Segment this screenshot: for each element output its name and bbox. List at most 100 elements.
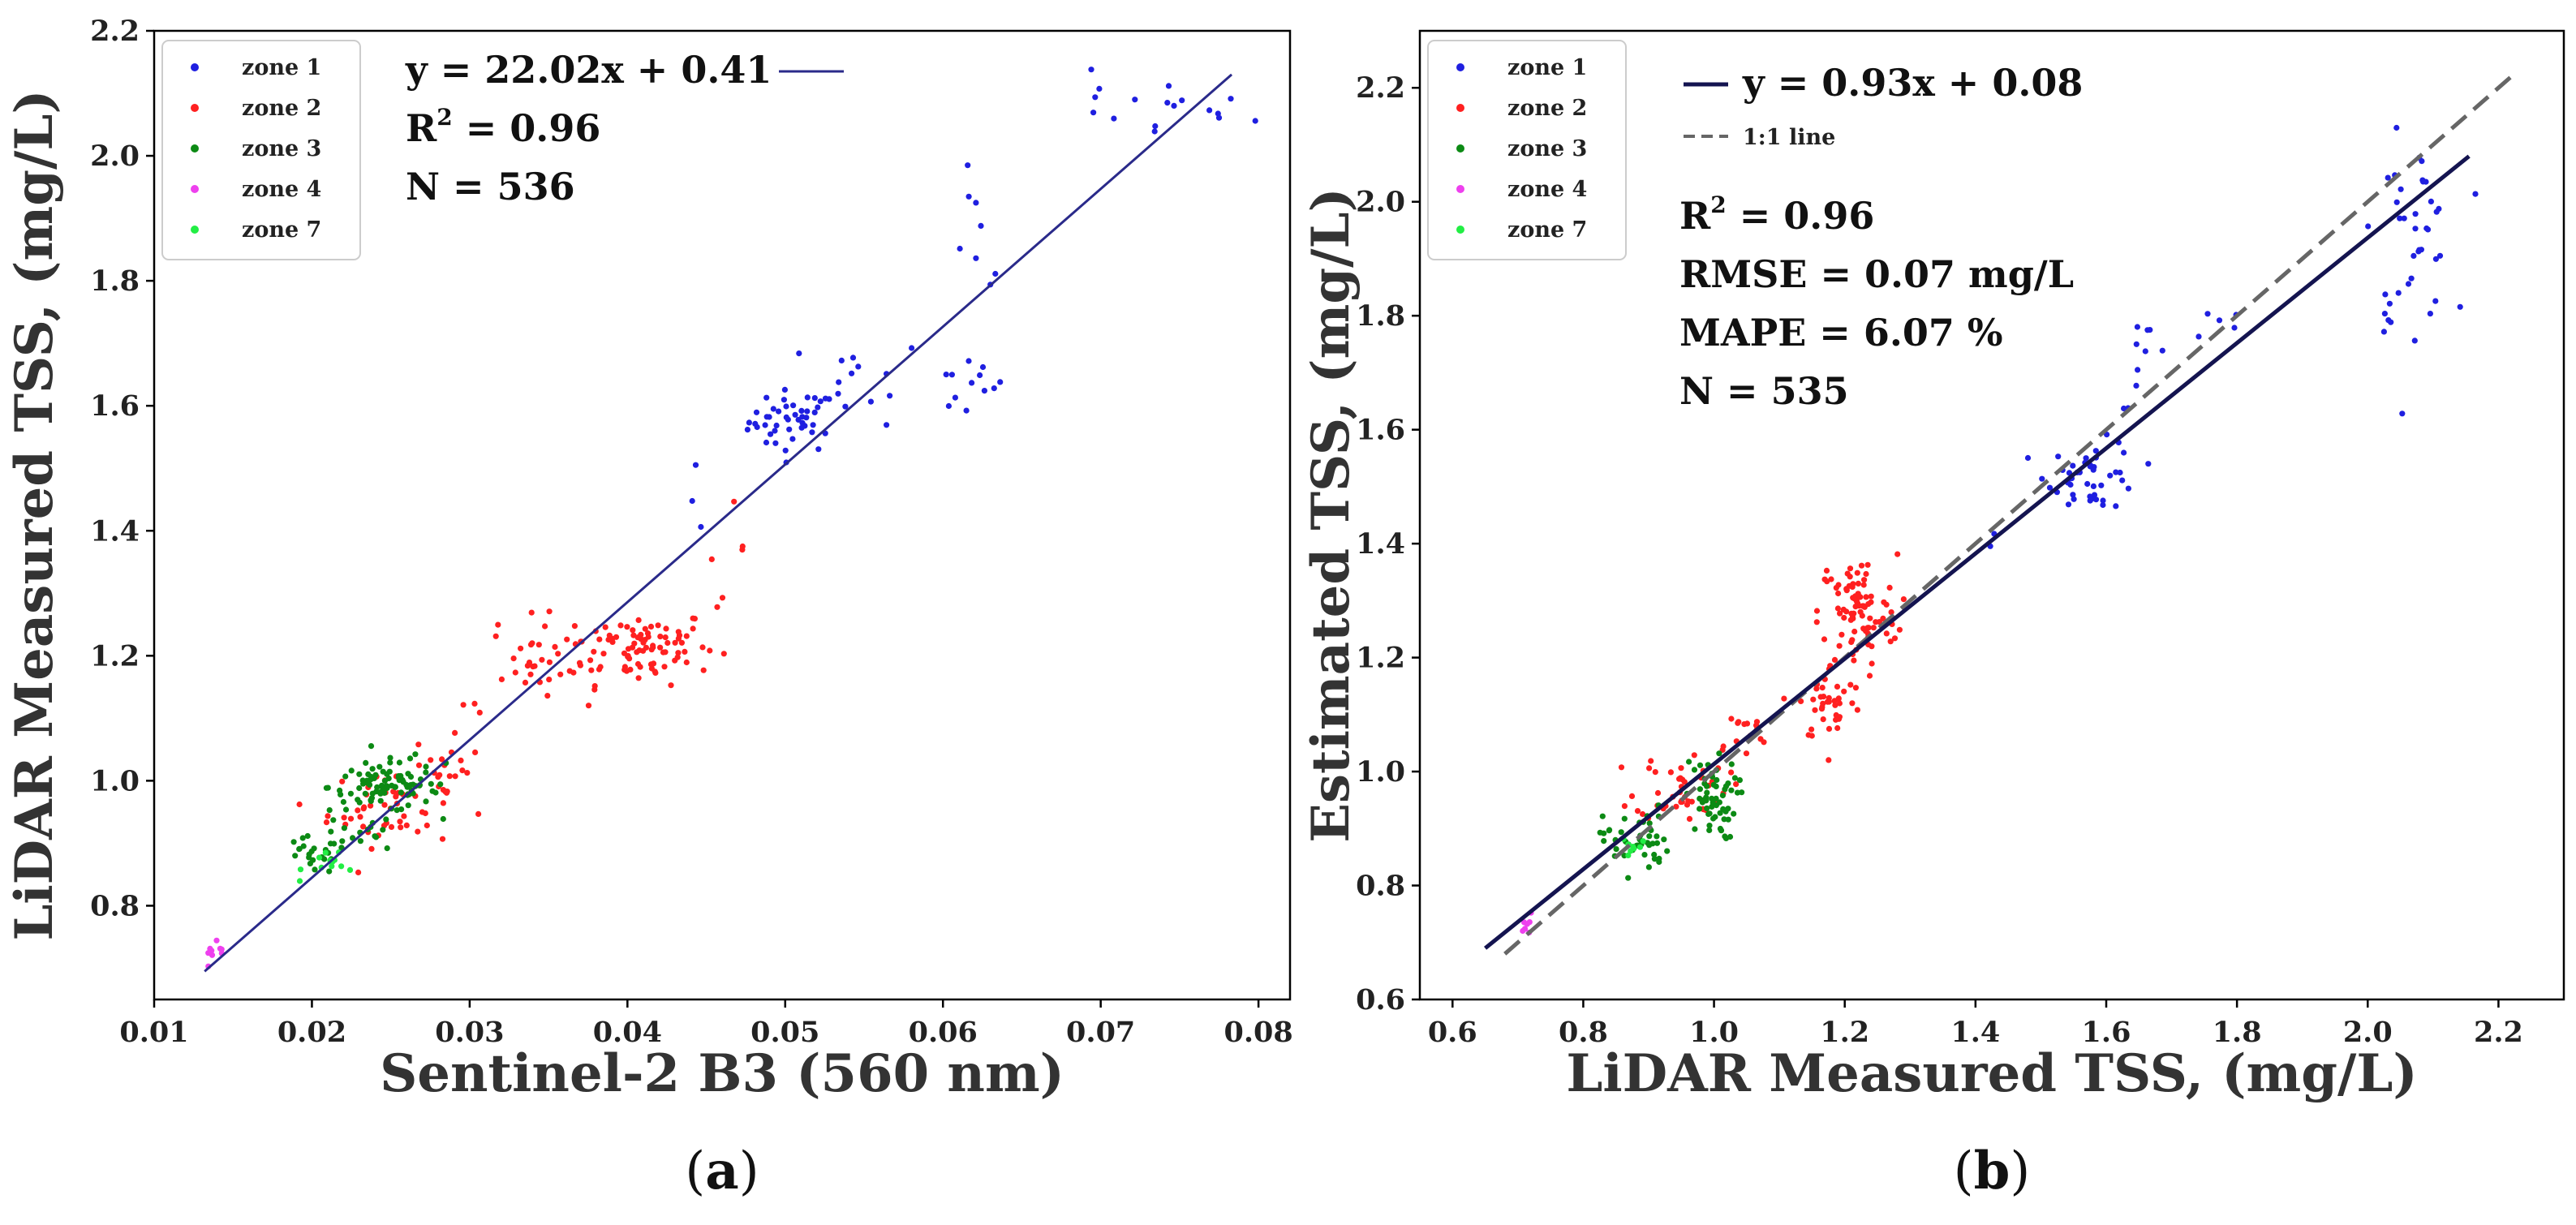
data-point [544,693,551,699]
data-point [692,462,699,468]
data-point [347,790,354,797]
data-point [1710,781,1717,789]
data-point [374,784,381,791]
data-point [2145,461,2152,467]
data-point [312,866,318,873]
r-squared: R2 = 0.96 [406,104,600,150]
data-point [815,446,822,453]
data-point [1640,838,1646,845]
data-point [683,633,690,639]
data-point [2100,501,2106,509]
data-point [809,429,815,436]
data-point [1132,97,1138,103]
data-point [1709,799,1716,806]
data-point [1828,576,1834,582]
data-point [810,422,816,428]
data-point [1720,743,1727,750]
data-point [773,422,780,429]
data-point [1735,720,1741,726]
data-point [602,624,609,630]
legend: zone 1 zone 2 zone 3 zone 4 zone 7 [161,40,361,260]
data-point [657,644,664,651]
data-point [1621,803,1628,810]
data-point [1888,609,1894,616]
data-point [786,426,793,432]
data-point [1704,789,1710,796]
data-point [2412,226,2419,232]
data-point [1631,845,1637,852]
data-point [2408,275,2415,282]
y-tick-label: 0.6 [1356,983,1405,1017]
data-point [2084,480,2091,488]
data-point [2133,382,2139,389]
data-point [1876,619,1882,625]
data-point [362,790,368,797]
data-point [768,431,774,437]
data-point [1651,856,1658,862]
data-point [815,404,821,410]
data-point [965,162,971,169]
data-point [1867,615,1873,621]
data-point [2134,324,2140,330]
x-tick-label: 1.8 [2213,1016,2262,1049]
data-point [1865,601,1872,608]
data-point [331,840,338,847]
y-tick-label: 1.6 [90,389,140,423]
y-tick-label: 1.2 [90,639,140,673]
data-point [1813,686,1820,692]
legend-label: zone 7 [1507,217,1587,243]
data-point [1111,115,1117,122]
data-point [388,823,395,831]
data-point [1088,67,1094,73]
data-point [1613,846,1619,853]
data-point [781,397,788,403]
data-point [1618,764,1625,771]
data-point [2142,348,2148,355]
data-point [655,622,661,629]
data-point [396,759,402,766]
y-tick-label: 1.8 [1356,299,1405,333]
data-point [348,767,355,774]
data-point [2092,448,2099,454]
data-point [323,819,330,826]
data-point [542,623,548,630]
data-point [2380,329,2387,335]
data-point [587,657,594,664]
legend-label: zone 7 [242,217,321,243]
data-point [634,660,642,668]
data-point [842,403,849,410]
data-point [969,380,975,386]
data-point [369,766,376,772]
data-point [552,643,558,651]
y-tick-label: 2.2 [1356,71,1405,105]
data-point [342,806,350,813]
legend-marker [191,104,199,112]
data-point [2039,475,2045,482]
data-point [1215,114,1223,121]
data-point [464,770,471,776]
data-point [1847,574,1853,580]
data-point [384,845,390,852]
data-point [209,948,215,954]
data-point [1854,707,1860,713]
data-point [341,825,347,832]
data-point [2098,482,2105,488]
data-point [1601,838,1607,845]
data-point [789,436,796,442]
data-point [1813,608,1821,614]
data-point [2117,469,2123,476]
data-point [683,659,690,666]
data-point [290,839,297,845]
data-point [668,682,674,689]
data-point [1883,601,1890,608]
data-point [383,816,389,823]
data-point [1654,840,1661,846]
data-point [698,523,704,531]
data-point [1864,625,1871,631]
data-point [535,642,542,648]
data-point [802,423,808,429]
data-point [1757,736,1764,742]
data-point [1860,582,1867,588]
data-point [1866,673,1873,679]
data-point [855,363,862,370]
